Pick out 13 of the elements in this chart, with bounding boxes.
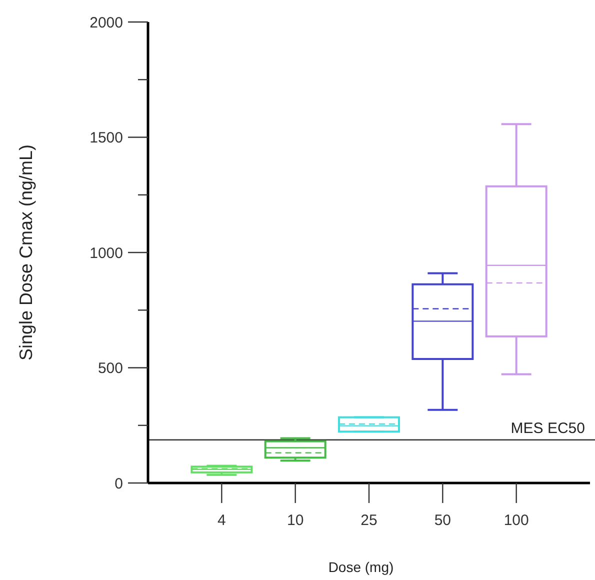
y-tick-label: 1000 — [90, 244, 123, 262]
y-tick-label: 1500 — [90, 130, 123, 146]
x-tick-label: 10 — [286, 512, 304, 529]
x-axis-title: Dose (mg) — [328, 559, 394, 575]
y-tick-label: 0 — [114, 475, 123, 492]
x-tick-label: 100 — [504, 512, 529, 529]
x-tick-label: 4 — [217, 512, 226, 529]
x-tick-label: 50 — [434, 512, 452, 529]
y-tick-label: 2000 — [90, 14, 123, 32]
y-axis-title: Single Dose Cmax (ng/mL) — [16, 144, 36, 361]
ref-line-label: MES EC50 — [510, 420, 585, 437]
y-tick-label: 500 — [98, 360, 123, 377]
x-tick-label: 25 — [360, 512, 378, 529]
